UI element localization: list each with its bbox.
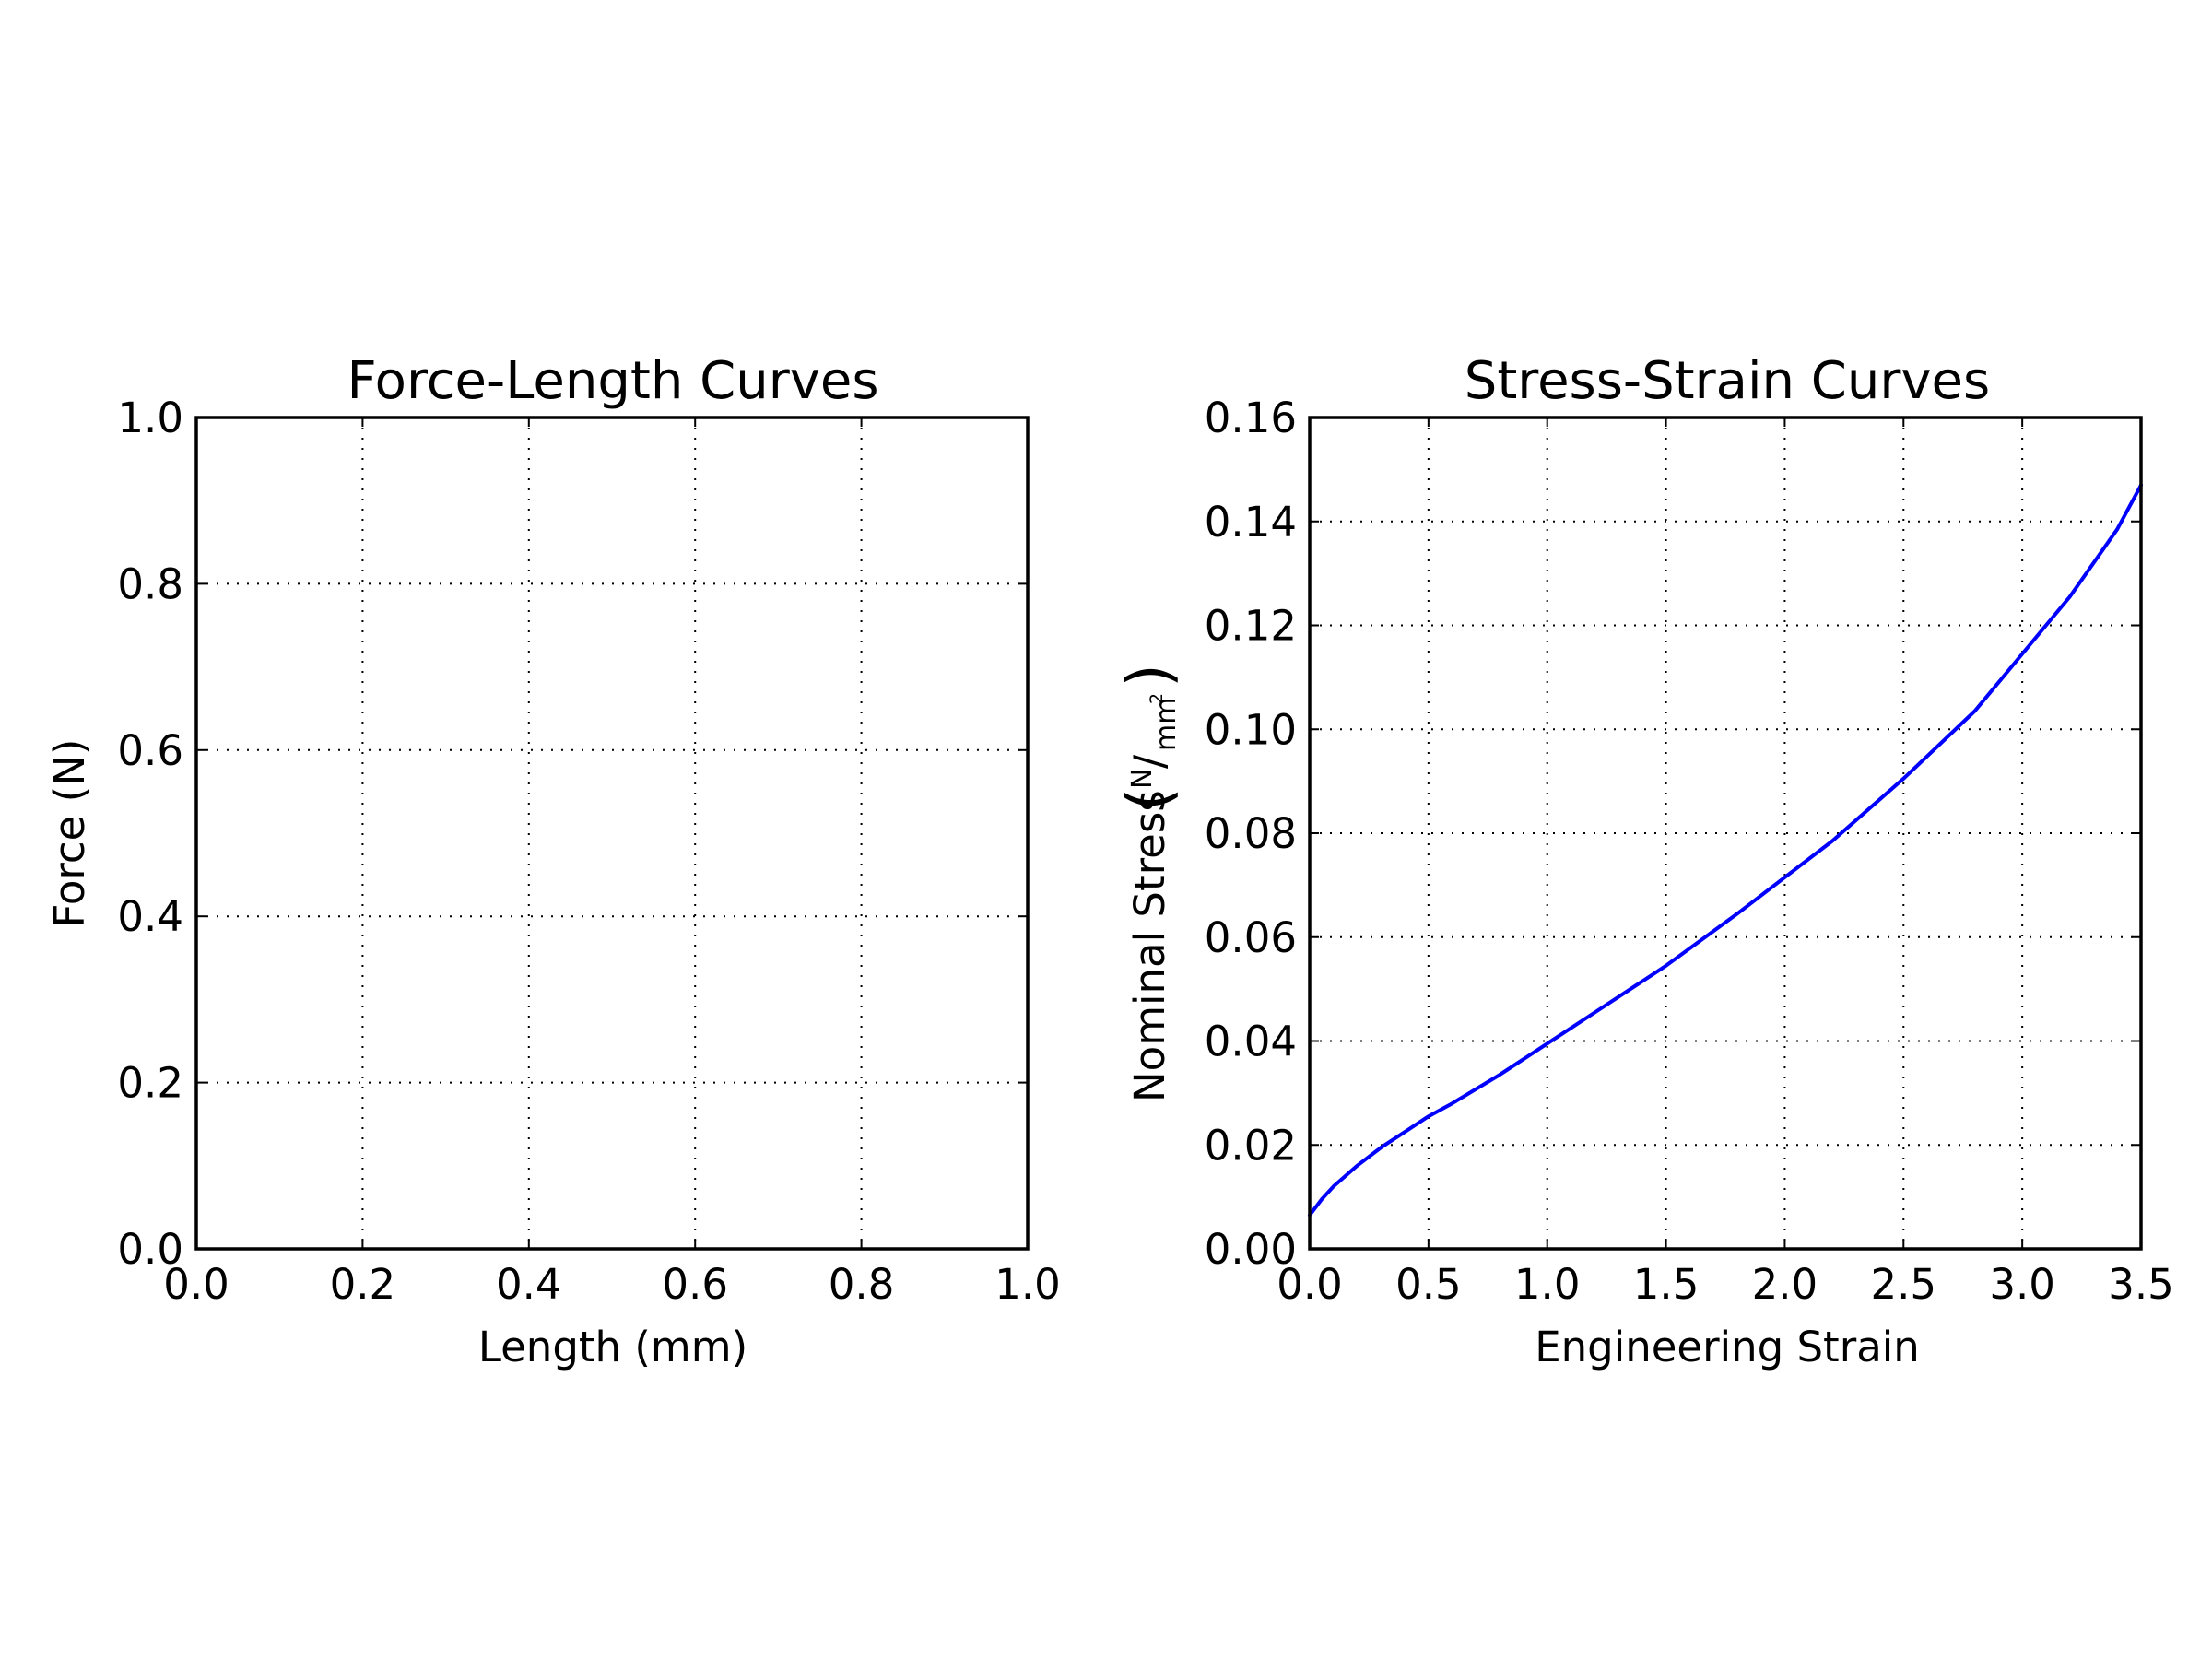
force-length-ticks: 0.0 0.2 0.4 0.6 0.8 1.0 0.0 0.2 0.4 0.6 0.8 1.0 bbox=[117, 394, 1060, 1309]
force-length-x-tick-label: 0.2 bbox=[330, 1260, 396, 1309]
stress-strain-grid bbox=[1310, 418, 2141, 1249]
stress-strain-y-tick-label: 0.16 bbox=[1205, 394, 1297, 442]
stress-strain-y-tick-label: 0.04 bbox=[1205, 1018, 1297, 1066]
force-length-x-tick-label: 0.8 bbox=[829, 1260, 895, 1309]
force-length-y-tick-label: 0.6 bbox=[117, 726, 183, 775]
stress-strain-x-tick-label: 3.0 bbox=[1989, 1260, 2055, 1309]
force-length-y-tick-label: 0.4 bbox=[117, 892, 183, 941]
stress-strain-xlabel: Engineering Strain bbox=[1535, 1323, 1920, 1371]
stress-strain-y-tick-label: 0.12 bbox=[1205, 602, 1297, 651]
stress-strain-x-tick-label: 2.5 bbox=[1870, 1260, 1936, 1309]
stress-strain-y-tick-label: 0.08 bbox=[1205, 809, 1297, 858]
stress-strain-series bbox=[1308, 483, 2143, 1218]
force-length-y-tick-label: 0.0 bbox=[117, 1225, 183, 1274]
stress-strain-panel: Stress-Strain Curves 0.0 0.5 1.0 1.5 2.0 2.5 3… bbox=[1113, 351, 2174, 1371]
stress-strain-x-tick-label: 1.5 bbox=[1633, 1260, 1700, 1309]
stress-strain-x-tick-label: 1.0 bbox=[1514, 1260, 1581, 1309]
force-length-x-tick-label: 1.0 bbox=[994, 1260, 1061, 1309]
force-length-x-tick-label: 0.4 bbox=[496, 1260, 562, 1309]
force-length-xlabel: Length (mm) bbox=[478, 1323, 747, 1371]
force-length-panel: Force-Length Curves 0.0 0.2 0.4 0.6 0.8 1.00.… bbox=[45, 351, 1061, 1371]
ylabel-open-paren: ( bbox=[1113, 787, 1184, 811]
stress-strain-y-tick-label: 0.00 bbox=[1205, 1225, 1297, 1274]
stress-strain-ylabel-text: Nominal Stress bbox=[1125, 790, 1174, 1102]
ylabel-unit-denominator: mm bbox=[1150, 698, 1182, 751]
force-length-plot-frame bbox=[194, 416, 1030, 1251]
stress-strain-y-tick-label: 0.02 bbox=[1205, 1121, 1297, 1170]
force-length-ylabel: Force (N) bbox=[45, 739, 94, 928]
force-length-title: Force-Length Curves bbox=[347, 351, 878, 411]
ylabel-unit-exponent: 2 bbox=[1147, 693, 1167, 704]
stress-strain-ticks: 0.0 0.5 1.0 1.5 2.0 2.5 3.0 3.5 0.00 0.02 0.04 0.06… bbox=[1205, 394, 2174, 1309]
ylabel-unit-numerator: N bbox=[1126, 769, 1159, 789]
force-length-y-tick-label: 1.0 bbox=[117, 394, 183, 442]
stress-strain-y-tick-label: 0.10 bbox=[1205, 705, 1297, 754]
stress-strain-title: Stress-Strain Curves bbox=[1465, 351, 1990, 411]
ylabel-close-paren: ) bbox=[1113, 664, 1184, 688]
force-length-x-tick-label: 0.0 bbox=[163, 1260, 229, 1309]
stress-strain-y-tick-label: 0.14 bbox=[1205, 498, 1297, 547]
stress-strain-x-tick-label: 3.5 bbox=[2108, 1260, 2174, 1309]
force-length-y-tick-label: 0.8 bbox=[117, 559, 183, 608]
force-length-grid bbox=[196, 418, 1028, 1249]
stress-strain-y-tick-label: 0.06 bbox=[1205, 913, 1297, 962]
force-length-y-tick-label: 0.2 bbox=[117, 1059, 183, 1108]
stress-strain-x-tick-label: 0.5 bbox=[1395, 1260, 1462, 1309]
stress-strain-series-line bbox=[1308, 483, 2143, 1218]
stress-strain-x-tick-label: 0.0 bbox=[1277, 1260, 1343, 1309]
ylabel-unit-slash: / bbox=[1125, 754, 1174, 769]
force-length-x-tick-label: 0.6 bbox=[662, 1260, 728, 1309]
stress-strain-ylabel: Nominal Stress ( N / mm 2 ) bbox=[1113, 664, 1184, 1102]
stress-strain-x-tick-label: 2.0 bbox=[1752, 1260, 1818, 1309]
